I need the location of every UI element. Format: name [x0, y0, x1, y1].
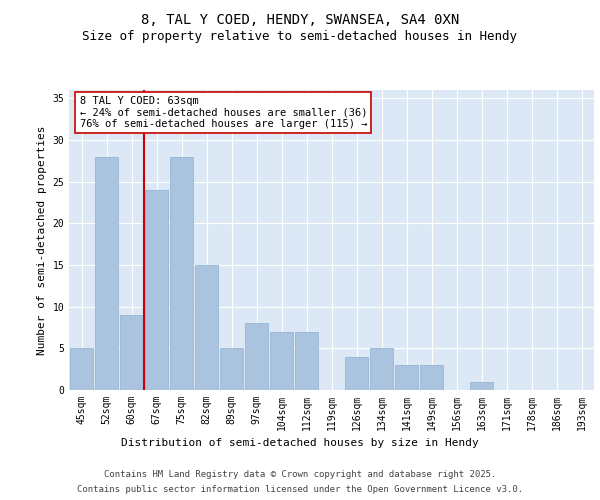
Text: Size of property relative to semi-detached houses in Hendy: Size of property relative to semi-detach…: [83, 30, 517, 43]
Bar: [95, 156, 118, 390]
Bar: [295, 332, 318, 390]
Text: Contains HM Land Registry data © Crown copyright and database right 2025.: Contains HM Land Registry data © Crown c…: [104, 470, 496, 479]
Bar: [395, 365, 418, 390]
Bar: [270, 332, 293, 390]
Text: Distribution of semi-detached houses by size in Hendy: Distribution of semi-detached houses by …: [121, 438, 479, 448]
Bar: [145, 190, 168, 390]
Bar: [220, 348, 243, 390]
Bar: [420, 365, 443, 390]
Y-axis label: Number of semi-detached properties: Number of semi-detached properties: [37, 125, 47, 355]
Text: 8, TAL Y COED, HENDY, SWANSEA, SA4 0XN: 8, TAL Y COED, HENDY, SWANSEA, SA4 0XN: [141, 12, 459, 26]
Text: Contains public sector information licensed under the Open Government Licence v3: Contains public sector information licen…: [77, 485, 523, 494]
Bar: [70, 348, 93, 390]
Bar: [170, 156, 193, 390]
Bar: [245, 324, 268, 390]
Bar: [470, 382, 493, 390]
Bar: [345, 356, 368, 390]
Bar: [370, 348, 393, 390]
Text: 8 TAL Y COED: 63sqm
← 24% of semi-detached houses are smaller (36)
76% of semi-d: 8 TAL Y COED: 63sqm ← 24% of semi-detach…: [79, 96, 367, 129]
Bar: [195, 265, 218, 390]
Bar: [120, 315, 143, 390]
